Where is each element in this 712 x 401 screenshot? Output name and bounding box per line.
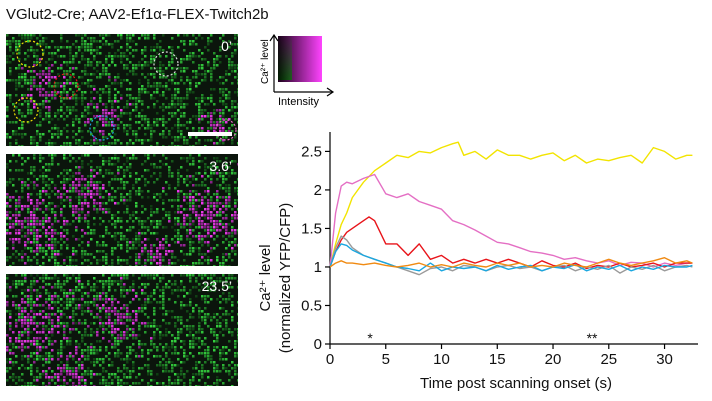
- color-legend: Ca²⁺ level Intensity: [260, 34, 335, 108]
- micrograph-panel-23-5min: 23.5’: [6, 274, 238, 386]
- y-tick-label: 0: [314, 336, 322, 353]
- y-tick-label: 1: [314, 259, 322, 276]
- panel-time-label: 23.5’: [201, 278, 232, 294]
- x-tick-label: 15: [489, 351, 506, 368]
- series-line-red: [329, 216, 693, 270]
- y-axis-label-line2: (normalized YFP/CFP): [277, 203, 294, 354]
- figure-title: VGlut2-Cre; AAV2-Ef1α-FLEX-Twitch2b: [6, 6, 269, 23]
- x-tick-label: 20: [545, 351, 562, 368]
- y-tick-label: 0.5: [301, 297, 322, 314]
- legend-x-label: Intensity: [278, 96, 319, 108]
- micrograph-image: [6, 154, 238, 266]
- legend-y-label: Ca²⁺ level: [260, 39, 271, 84]
- x-tick-label: 10: [433, 351, 450, 368]
- panel-time-label: 3.6’: [209, 158, 232, 174]
- x-tick-label: 25: [600, 351, 617, 368]
- series-line-pink: [329, 173, 693, 268]
- chart-series: [329, 141, 693, 276]
- x-tick-label: 5: [382, 351, 390, 368]
- series-line-cyan: [329, 243, 693, 272]
- series-line-yellow: [329, 141, 693, 268]
- micrograph-panel-3-6min: 3.6’: [6, 154, 238, 266]
- legend-axes: [269, 34, 335, 97]
- chart-ticks: 00.511.522.50 5 10 15 20 25 30* **: [301, 143, 673, 368]
- calcium-line-chart: 00.511.522.50 5 10 15 20 25 30* ** Ca²⁺ level (…: [257, 132, 698, 392]
- panel-time-label: 0’: [221, 38, 232, 54]
- x-tick-label: 30: [656, 351, 673, 368]
- micrograph-panel-0min: 0’: [6, 34, 238, 146]
- scale-bar: [188, 132, 232, 136]
- series-line-orange: [329, 256, 693, 268]
- y-tick-label: 2: [314, 182, 322, 199]
- y-axis-label-line1: Ca²⁺ level: [257, 244, 274, 311]
- chart-axes: [329, 132, 698, 345]
- chart-annotation: **: [587, 330, 598, 346]
- micrograph-image: [6, 274, 238, 386]
- chart-annotation: *: [367, 330, 373, 346]
- y-tick-label: 2.5: [301, 143, 322, 160]
- color-gradient-swatch: [278, 36, 322, 82]
- x-axis-label: Time post scanning onset (s): [420, 375, 612, 392]
- x-tick-label: 0: [326, 351, 334, 368]
- y-tick-label: 1.5: [301, 220, 322, 237]
- micrograph-image: [6, 34, 238, 146]
